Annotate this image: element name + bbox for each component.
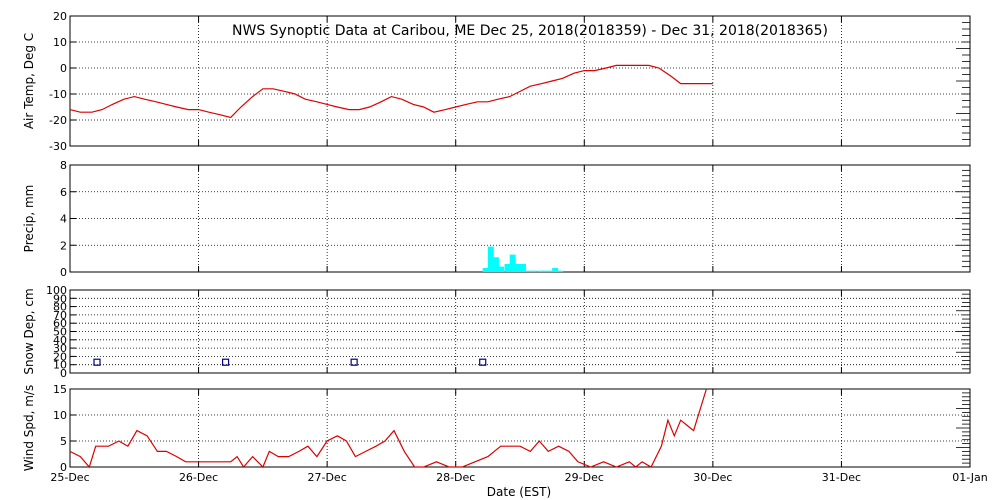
snow-depth-ytick-label: 70 xyxy=(53,309,67,322)
air-temp-ytick-label: -20 xyxy=(49,114,67,127)
snow-depth-ytick-label: 30 xyxy=(53,342,67,355)
precip-bar xyxy=(509,254,516,272)
wind-speed-panel: 0 5 10 15 Wind Spd, m/s xyxy=(22,383,971,474)
precip-bar xyxy=(557,270,564,272)
precip-bar xyxy=(525,270,532,272)
x-tick-labels: 25-Dec 26-Dec 27-Dec 28-Dec 29-Dec 30-Dec 31-D… xyxy=(50,471,987,484)
snow-depth-ytick-label: 50 xyxy=(53,326,67,339)
precip-ytick-label: 0 xyxy=(60,266,67,279)
x-tick-label: 01-Jan xyxy=(952,471,988,484)
snow-depth-point xyxy=(350,358,358,366)
precip-panel: 0 2 4 6 8 Precip, mm xyxy=(22,159,971,279)
wind-speed-series-line xyxy=(69,388,707,469)
air-temp-ytick-label: 0 xyxy=(60,62,67,75)
precip-ytick-label: 2 xyxy=(60,239,67,252)
snow-depth-point xyxy=(221,358,230,366)
air-temp-ytick-label: 10 xyxy=(53,36,67,49)
precip-bar xyxy=(487,246,494,272)
snow-depth-ylabel: Snow Dep, cm xyxy=(22,288,36,374)
snow-depth-ytick-label: 90 xyxy=(53,292,67,305)
air-temp-ytick-label: -10 xyxy=(49,88,67,101)
snow-depth-ytick-label: 80 xyxy=(53,301,67,314)
air-temp-ytick-label: -30 xyxy=(49,140,67,153)
snow-depth-ytick-label: 40 xyxy=(53,334,67,347)
precip-bar xyxy=(493,257,499,272)
x-tick-label: 27-Dec xyxy=(308,471,347,484)
precip-ytick-label: 4 xyxy=(60,213,67,226)
precip-bar xyxy=(498,266,505,272)
wind-speed-ytick-label: 5 xyxy=(60,435,67,448)
x-tick-label: 31-Dec xyxy=(822,471,861,484)
x-tick-label: 29-Dec xyxy=(565,471,604,484)
x-tick-label: 30-Dec xyxy=(693,471,732,484)
precip-ytick-label: 8 xyxy=(60,159,67,172)
precip-bar xyxy=(482,267,489,272)
wind-speed-ylabel: Wind Spd, m/s xyxy=(22,385,36,471)
precip-bar xyxy=(514,263,521,272)
wind-speed-ytick-label: 0 xyxy=(60,461,67,474)
snow-depth-point xyxy=(93,358,101,366)
precip-ytick-label: 6 xyxy=(60,186,67,199)
wind-speed-ytick-label: 10 xyxy=(53,409,67,422)
wind-speed-frame xyxy=(69,388,971,468)
x-tick-label: 28-Dec xyxy=(436,471,475,484)
x-tick-label: 26-Dec xyxy=(179,471,218,484)
precip-ylabel: Precip, mm xyxy=(22,185,36,253)
precip-bar xyxy=(530,270,537,272)
air-temp-panel: -30 -20 -10 0 10 20 Air Temp, Deg C xyxy=(22,10,971,153)
snow-depth-ytick-label: 100 xyxy=(46,284,67,297)
precip-bar xyxy=(536,270,543,272)
air-temp-series-line xyxy=(69,64,713,119)
air-temp-ytick-label: 20 xyxy=(53,10,67,23)
snow-depth-ytick-label: 10 xyxy=(53,359,67,372)
snow-depth-ytick-label: 60 xyxy=(53,317,67,330)
air-temp-ylabel: Air Temp, Deg C xyxy=(22,33,36,129)
wind-speed-ytick-label: 15 xyxy=(53,383,67,396)
snow-depth-point xyxy=(479,358,487,366)
precip-bar xyxy=(520,263,526,272)
chart-title: NWS Synoptic Data at Caribou, ME Dec 25,… xyxy=(232,23,828,39)
x-tick-label: 25-Dec xyxy=(50,471,89,484)
precip-bar xyxy=(547,270,553,272)
precip-bar xyxy=(541,270,548,272)
precip-bar xyxy=(552,267,559,272)
snow-depth-ytick-label: 20 xyxy=(53,350,67,363)
snow-depth-ytick-label: 0 xyxy=(60,367,67,380)
x-axis-label: Date (EST) xyxy=(487,485,551,499)
precip-bar xyxy=(504,263,511,272)
